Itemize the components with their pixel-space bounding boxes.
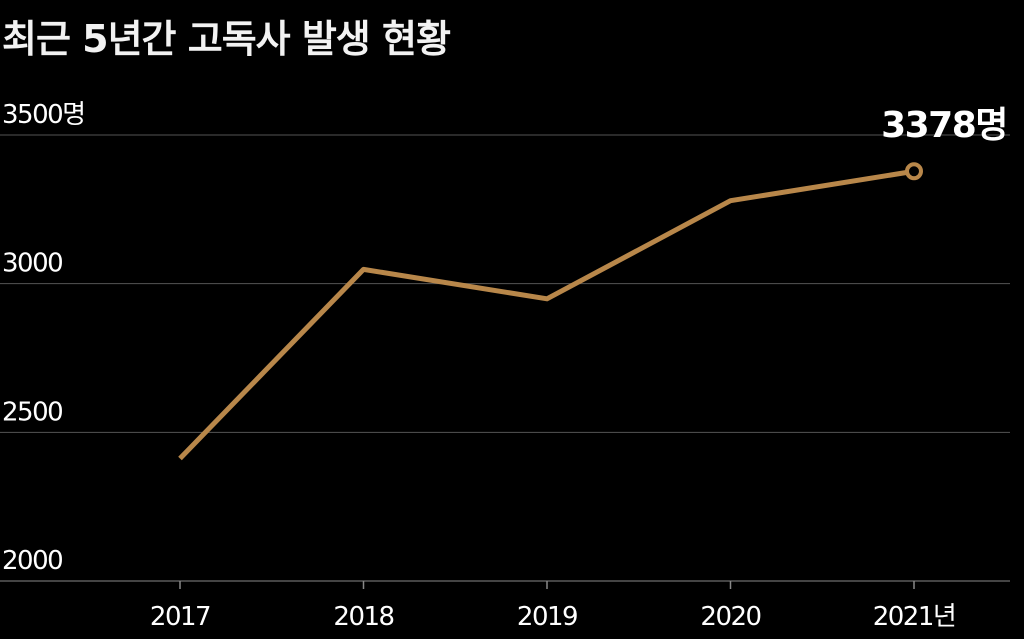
- chart-title: 최근 5년간 고독사 발생 현황: [2, 17, 451, 61]
- y-tick-label: 2500: [2, 397, 62, 427]
- data-label-2021: 3378명: [881, 105, 1007, 146]
- y-tick-label: 3500명: [2, 100, 85, 130]
- x-tick-label: 2017: [150, 602, 210, 632]
- series-line: [178, 168, 915, 461]
- y-tick-label: 2000: [2, 546, 62, 576]
- x-tick-label: 2019: [517, 602, 577, 632]
- x-tick-label: 2018: [333, 602, 393, 632]
- data-point-marker: [905, 162, 923, 181]
- x-tick-label: 2020: [700, 602, 760, 632]
- y-tick-label: 3000: [2, 249, 62, 279]
- x-tick-label: 2021년: [873, 602, 956, 632]
